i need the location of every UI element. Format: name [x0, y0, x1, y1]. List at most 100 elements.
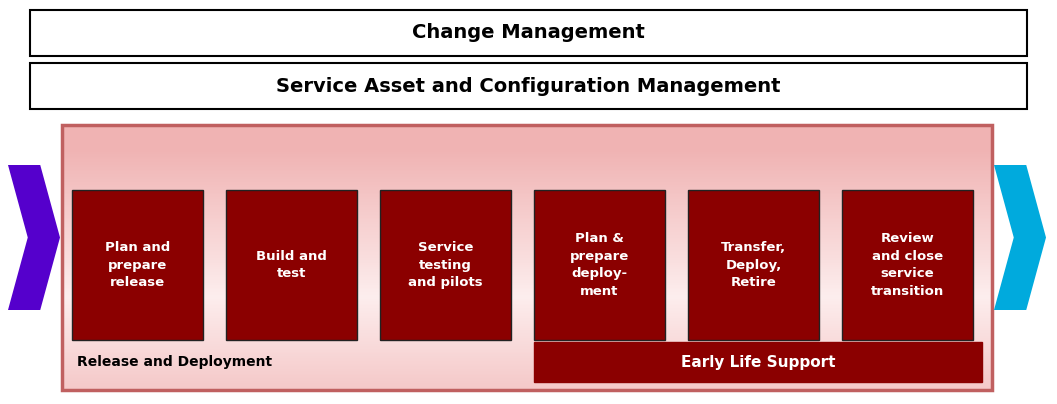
Bar [62, 294, 993, 296]
Bar [62, 208, 993, 210]
Bar [62, 134, 993, 136]
Bar [62, 143, 993, 145]
Bar [62, 147, 993, 149]
Bar [62, 380, 993, 382]
Bar [62, 378, 993, 379]
Bar [62, 284, 993, 285]
Bar [62, 171, 993, 173]
Bar [62, 278, 993, 280]
Bar [62, 141, 993, 142]
Bar [62, 341, 993, 342]
Bar [62, 128, 993, 130]
Bar [62, 271, 993, 274]
Bar [62, 210, 993, 213]
Bar [62, 185, 993, 187]
Bar [62, 207, 993, 208]
Bar [62, 270, 993, 272]
Bar [62, 306, 993, 308]
Bar [62, 370, 993, 371]
FancyBboxPatch shape [534, 190, 665, 340]
Bar [62, 317, 993, 318]
Bar [62, 366, 993, 368]
Bar [62, 232, 993, 234]
Bar [62, 137, 993, 138]
Bar [62, 175, 993, 177]
Bar [62, 385, 993, 387]
Bar [62, 337, 993, 338]
Bar [62, 204, 993, 206]
Bar [62, 310, 993, 312]
Bar [62, 227, 993, 228]
Bar [62, 358, 993, 360]
Bar [62, 381, 993, 383]
Bar [62, 179, 993, 181]
Bar [62, 138, 993, 139]
Bar [62, 240, 993, 242]
Bar [62, 286, 993, 288]
Bar [62, 238, 993, 240]
Bar [62, 131, 993, 133]
Bar [62, 160, 993, 162]
Bar [62, 231, 993, 232]
Bar [62, 256, 993, 257]
Text: Build and
test: Build and test [256, 250, 327, 280]
Bar [62, 379, 993, 381]
Bar [62, 332, 993, 335]
Bar [62, 194, 993, 195]
Bar [62, 297, 993, 299]
Bar [62, 242, 993, 244]
Bar [62, 301, 993, 303]
Bar [62, 245, 993, 247]
Bar [62, 149, 993, 152]
Bar [62, 318, 993, 320]
Bar [62, 174, 993, 175]
Bar [62, 260, 993, 261]
Bar [62, 225, 993, 227]
Bar [62, 244, 993, 246]
FancyBboxPatch shape [381, 190, 511, 340]
Bar [62, 172, 993, 174]
Bar [62, 298, 993, 300]
Bar [62, 212, 993, 214]
Bar [62, 249, 993, 251]
Bar [62, 167, 993, 169]
Bar [62, 339, 993, 341]
Bar [62, 142, 993, 143]
Bar [62, 221, 993, 223]
Bar [62, 375, 993, 377]
Bar [62, 166, 993, 167]
Bar [62, 196, 993, 198]
Bar [62, 364, 993, 366]
Bar [62, 203, 993, 204]
Bar [62, 367, 993, 369]
Bar [62, 387, 993, 389]
Bar [62, 368, 993, 370]
Text: Plan and
prepare
release: Plan and prepare release [105, 241, 170, 289]
Bar [62, 223, 993, 224]
Bar [62, 237, 993, 239]
Bar [62, 163, 993, 165]
Bar [62, 229, 993, 231]
Bar [62, 130, 993, 132]
Bar [62, 276, 993, 278]
Bar [62, 234, 993, 236]
Bar [62, 330, 993, 332]
Bar [62, 277, 993, 279]
Bar [62, 335, 993, 337]
Bar [62, 282, 993, 284]
Bar [62, 266, 993, 268]
Bar [62, 388, 993, 390]
Bar [62, 314, 993, 316]
Bar [62, 258, 993, 260]
Polygon shape [994, 165, 1046, 310]
Bar [62, 262, 993, 264]
Bar [62, 313, 993, 314]
Bar [62, 252, 993, 254]
Bar [62, 215, 993, 217]
Bar [62, 154, 993, 156]
Bar [62, 246, 993, 248]
Bar [62, 191, 993, 193]
Bar [62, 257, 993, 259]
Bar [62, 350, 993, 351]
Bar [62, 362, 993, 364]
